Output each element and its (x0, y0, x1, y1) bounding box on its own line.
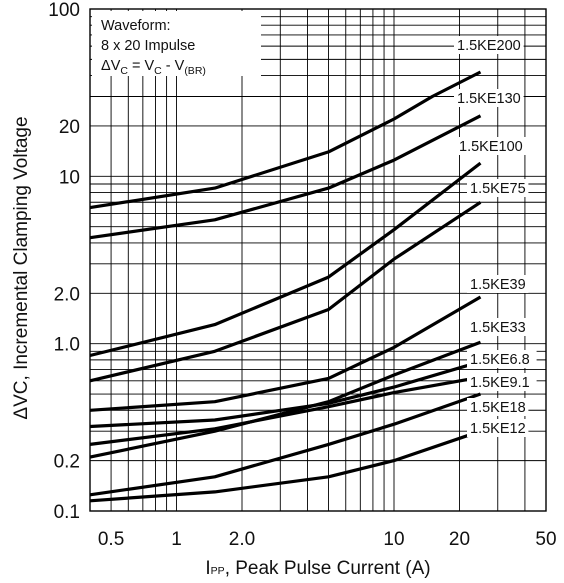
y-tick-label: 20 (59, 117, 80, 138)
series-label-bg (467, 275, 529, 293)
annotation-line-2: 8 x 20 Impulse (101, 38, 195, 54)
x-tick-label: 50 (535, 529, 556, 550)
x-tick-label: 1 (171, 529, 182, 550)
series-label-1.5ke75: 1.5KE75 (470, 181, 526, 197)
x-axis-label: IPP, Peak Pulse Current (A) (205, 558, 430, 579)
y-tick-label: 0.1 (54, 502, 80, 523)
y-tick-label: 10 (59, 167, 80, 188)
series-label-1.5ke18: 1.5KE18 (470, 400, 526, 416)
x-tick-label: 0.5 (98, 529, 124, 550)
annotation-box (92, 11, 261, 76)
y-tick-label: 100 (48, 0, 80, 21)
x-tick-label: 2.0 (229, 529, 255, 550)
series-label-1.5ke39: 1.5KE39 (470, 277, 526, 293)
series-label-bg (467, 318, 529, 336)
x-tick-label: 10 (383, 529, 404, 550)
y-axis-label: ΔVC, Incremental Clamping Voltage (11, 116, 32, 419)
series-label-1.5ke100: 1.5KE100 (459, 139, 523, 155)
series-line-1.5ke100 (89, 161, 482, 358)
series-label-1.5ke200: 1.5KE200 (457, 38, 521, 54)
y-axis-ticks: 100 20 10 2.0 1.0 0.2 0.1 (48, 0, 80, 523)
series-line-1.5ke6.8 (89, 360, 481, 429)
series-label-bg (467, 373, 537, 391)
series-label-bg (454, 36, 524, 54)
series-label-bg (467, 179, 529, 197)
series-line-1.5ke12 (89, 429, 482, 503)
annotation-line-3: ΔVC = VC - V(BR) (101, 58, 206, 77)
y-tick-label: 2.0 (54, 284, 80, 305)
series-line-1.5ke200 (89, 70, 482, 210)
y-tick-label: 1.0 (54, 335, 80, 356)
series-label-bg (467, 398, 529, 416)
series-line-1.5ke75 (89, 200, 482, 383)
series-label-bg (454, 89, 524, 107)
series-line-1.5ke130 (89, 114, 482, 240)
annotation: Waveform: 8 x 20 Impulse ΔVC = VC - V(BR… (101, 18, 206, 77)
series-label-1.5ke6.8: 1.5KE6.8 (470, 352, 530, 368)
x-tick-label: 20 (449, 529, 470, 550)
series-label-bg (467, 350, 537, 368)
series-label-bg (467, 419, 529, 437)
series-label-1.5ke12: 1.5KE12 (470, 421, 526, 437)
annotation-line-1: Waveform: (101, 18, 171, 34)
series-label-bg (456, 137, 526, 155)
series-lines (89, 70, 482, 503)
series-line-1.5ke18 (89, 392, 482, 497)
plot-frame (89, 8, 547, 512)
series-label-1.5ke130: 1.5KE130 (457, 91, 521, 107)
series-line-1.5ke9.1 (89, 375, 481, 446)
series-label-1.5ke33: 1.5KE33 (470, 320, 526, 336)
y-tick-label: 0.2 (54, 452, 80, 473)
x-axis-ticks: 0.5 1 2.0 10 20 50 (98, 529, 557, 550)
series-labels: 1.5KE200 1.5KE130 1.5KE100 1.5KE75 1.5KE39 1.… (454, 36, 537, 437)
series-line-1.5ke39 (89, 295, 482, 412)
series-label-1.5ke9.1: 1.5KE9.1 (470, 375, 530, 391)
